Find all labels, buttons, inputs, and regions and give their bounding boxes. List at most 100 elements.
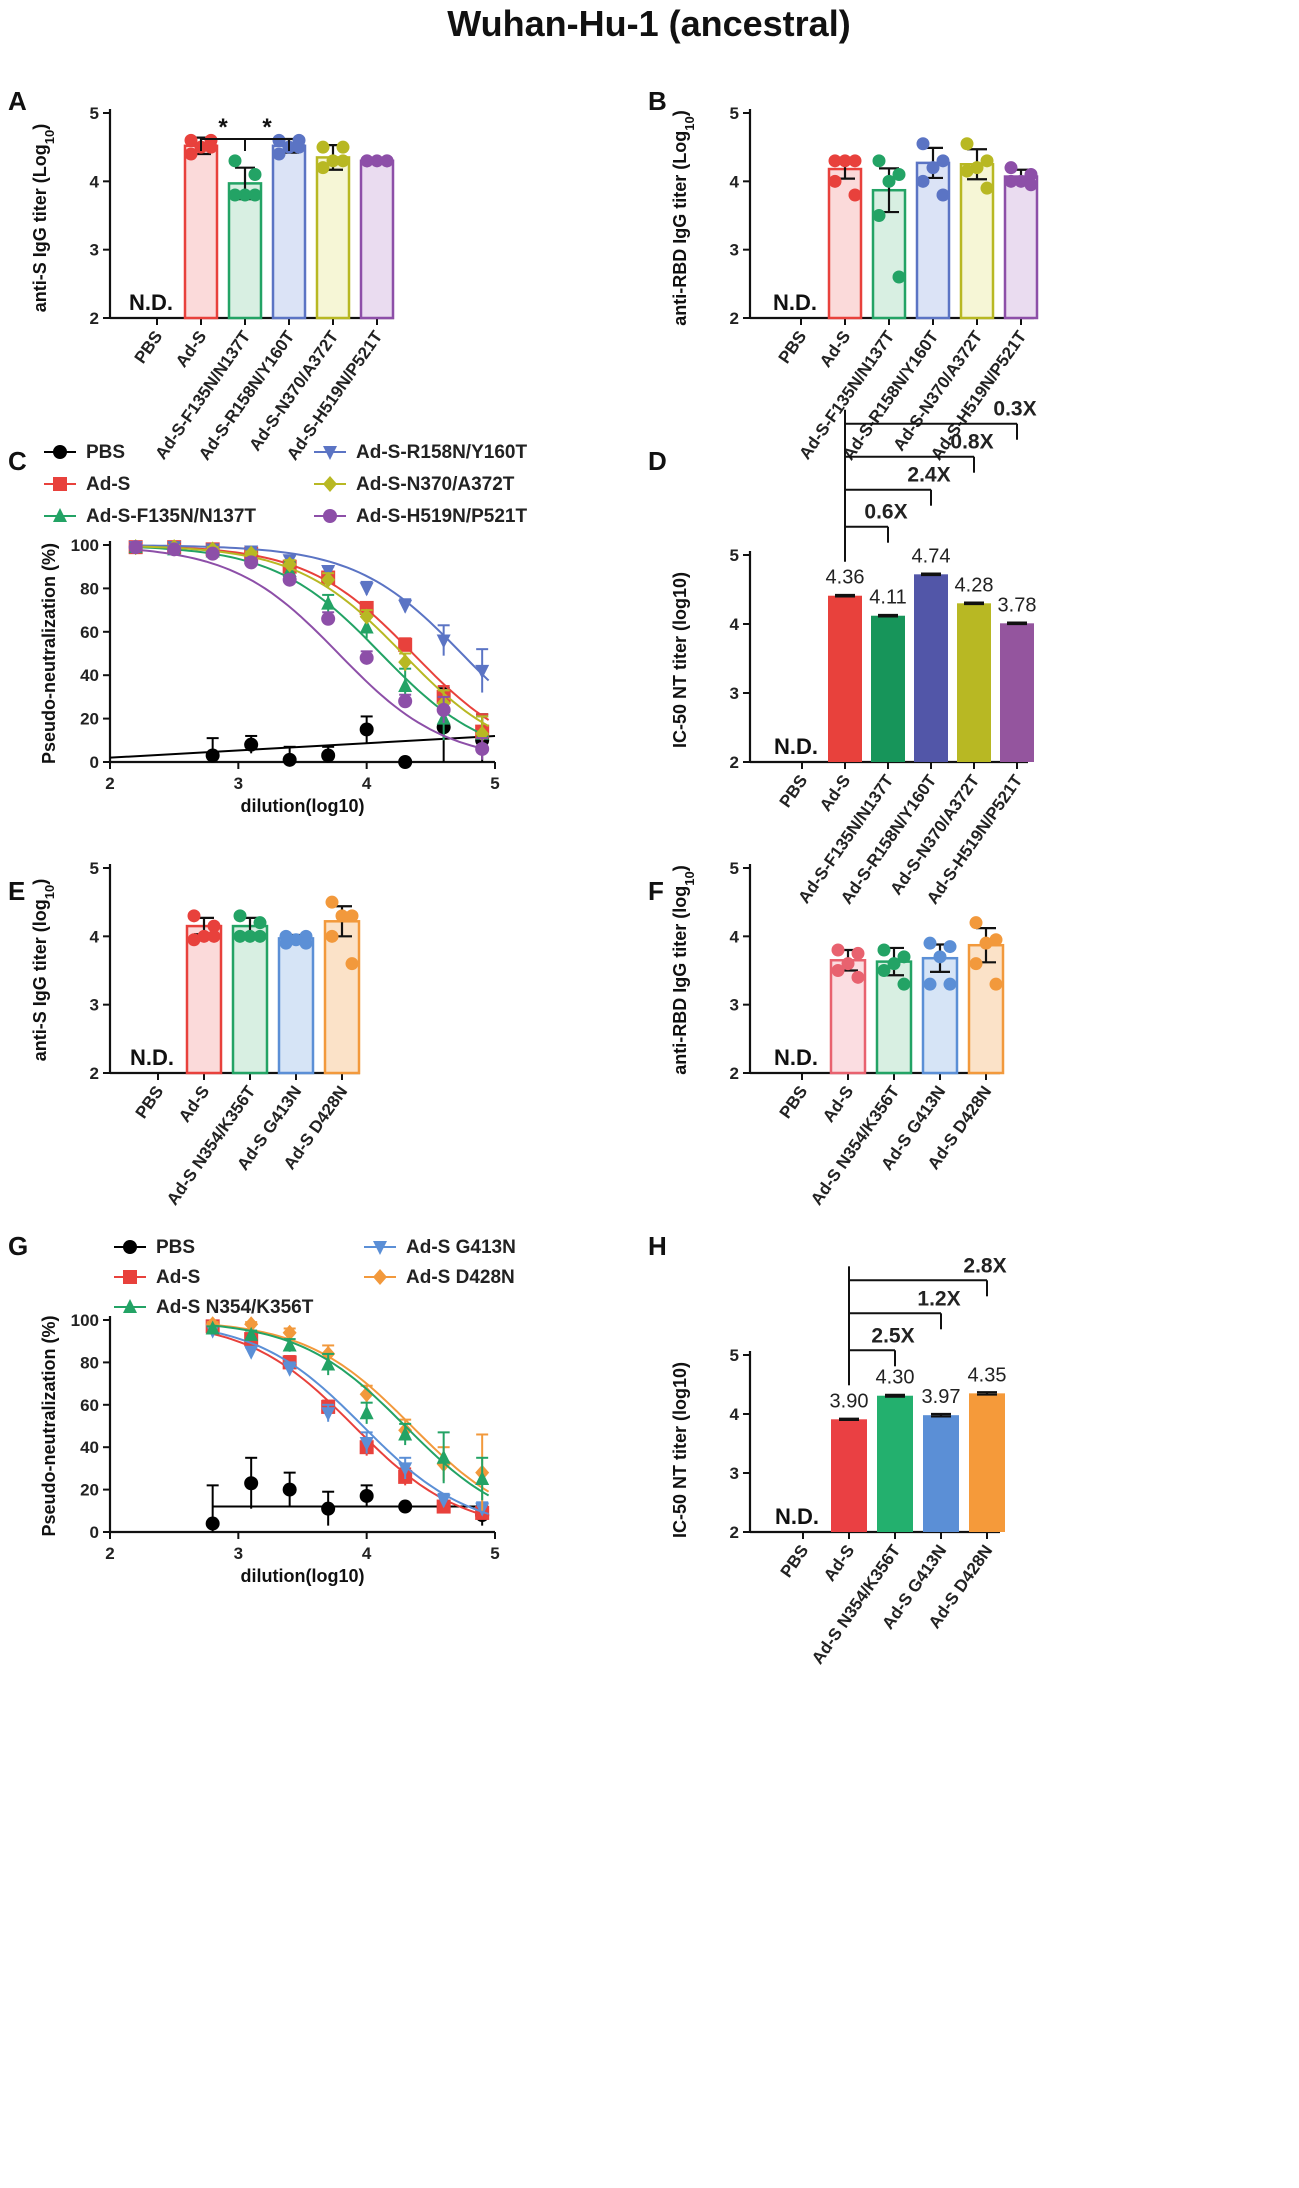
data-point xyxy=(316,140,330,154)
panel-H: H 2 3 4 5 IC-50 NT titer (log10) PBS N.D.Ad-S 3.… xyxy=(648,1231,1007,1668)
series-ad-s-g413n xyxy=(205,1324,490,1517)
series-ad-s-r158n-y160t xyxy=(128,541,490,693)
panel-F: F 2 3 4 5 anti-RBD IgG titer (log10) PBS N.D.Ad… xyxy=(648,859,1005,1209)
bar xyxy=(231,924,269,1075)
data-point xyxy=(398,694,413,709)
data-point xyxy=(359,722,374,737)
x-tick-label: Ad-S xyxy=(172,327,210,370)
legend-label: PBS xyxy=(156,1237,195,1258)
data-point xyxy=(933,950,947,964)
data-point xyxy=(323,509,337,523)
x-axis-title: dilution(log10) xyxy=(241,1566,365,1586)
x-axis-title: dilution(log10) xyxy=(241,796,365,816)
data-point xyxy=(336,140,350,154)
data-point xyxy=(436,1494,451,1509)
value-label: 4.30 xyxy=(876,1367,915,1389)
data-point xyxy=(887,957,901,971)
series-ad-s-n354-k356t xyxy=(205,1320,490,1501)
data-point xyxy=(53,477,67,491)
data-point xyxy=(838,154,852,168)
bar xyxy=(227,182,263,320)
data-point xyxy=(980,181,994,195)
data-point xyxy=(228,188,242,202)
legend-label: Ad-S D428N xyxy=(406,1267,515,1288)
y-tick-label: 3 xyxy=(730,996,739,1015)
data-point xyxy=(323,476,337,492)
bar xyxy=(315,156,351,320)
data-point xyxy=(475,1471,490,1485)
data-point xyxy=(960,164,974,178)
bar xyxy=(914,574,948,762)
bar xyxy=(183,144,219,320)
y-axis-title: IC-50 NT titer (log10) xyxy=(670,1362,690,1538)
y-tick-label: 5 xyxy=(90,859,99,878)
data-point xyxy=(373,1241,387,1255)
data-point xyxy=(282,556,297,573)
y-tick-label: 60 xyxy=(80,1396,99,1415)
nd-label: N.D. xyxy=(130,1045,174,1070)
data-point xyxy=(233,909,247,923)
data-point xyxy=(244,1326,259,1341)
x-tick-label: Ad-S xyxy=(820,1541,858,1584)
significance-label: * xyxy=(218,114,228,141)
panel-E: E 2 3 4 5 anti-S IgG titer (log10) PBS N.D.Ad-S… xyxy=(8,859,361,1209)
y-tick-label: 4 xyxy=(90,172,100,191)
data-point xyxy=(980,154,994,168)
data-point xyxy=(831,964,845,977)
data-point xyxy=(943,940,957,954)
panel-label: G xyxy=(8,1231,28,1261)
bar xyxy=(359,159,395,320)
y-axis-title: anti-S IgG titer (Log10) xyxy=(30,124,57,312)
data-point xyxy=(282,1337,297,1352)
legend-label: Ad-S-F135N/N137T xyxy=(86,506,256,527)
bar xyxy=(957,603,991,762)
data-point xyxy=(872,154,886,168)
y-tick-label: 0 xyxy=(90,1523,99,1542)
y-tick-label: 5 xyxy=(730,1346,739,1365)
data-point xyxy=(207,929,221,943)
data-point xyxy=(323,446,337,460)
y-tick-label: 80 xyxy=(80,579,99,598)
data-point xyxy=(123,1270,137,1284)
value-label: 3.78 xyxy=(998,594,1037,616)
data-point xyxy=(282,1482,297,1497)
data-point xyxy=(244,1316,259,1333)
data-point xyxy=(436,1449,451,1464)
legend-G: PBS Ad-S Ad-S G413N Ad-S D428N Ad-S N354/K35… xyxy=(114,1237,516,1318)
fold-label: 2.8X xyxy=(963,1254,1006,1277)
data-point xyxy=(989,933,1003,947)
data-point xyxy=(184,133,198,147)
x-tick-label: Ad-S xyxy=(816,771,854,814)
data-point xyxy=(436,702,451,717)
y-tick-label: 5 xyxy=(730,859,739,878)
y-tick-label: 3 xyxy=(730,241,739,260)
data-point xyxy=(244,737,259,752)
legend-label: Ad-S-H519N/P521T xyxy=(356,506,527,527)
bar xyxy=(185,924,223,1075)
x-tick-label: PBS xyxy=(131,327,167,367)
data-point xyxy=(969,916,983,930)
data-point xyxy=(187,933,201,947)
data-point xyxy=(205,1516,220,1531)
data-point xyxy=(398,678,413,693)
data-point xyxy=(53,508,67,522)
data-point xyxy=(960,137,974,151)
data-point xyxy=(321,571,336,588)
panel-A: A 2 3 4 5 anti-S IgG titer (Log10) PBS N.D. Ad-S… xyxy=(8,86,395,464)
data-point xyxy=(299,936,313,950)
data-point xyxy=(969,957,983,971)
data-point xyxy=(872,209,886,222)
y-tick-label: 2 xyxy=(90,1064,99,1083)
data-point xyxy=(851,970,865,984)
y-tick-label: 2 xyxy=(730,753,739,772)
data-point xyxy=(282,572,297,587)
fold-label: 2.5X xyxy=(871,1324,914,1347)
data-point xyxy=(436,634,451,649)
data-point xyxy=(289,933,303,947)
data-point xyxy=(1014,174,1028,188)
data-point xyxy=(831,943,845,957)
x-tick-label: Ad-S xyxy=(816,327,854,370)
data-point xyxy=(336,154,350,168)
y-tick-label: 5 xyxy=(730,546,739,565)
